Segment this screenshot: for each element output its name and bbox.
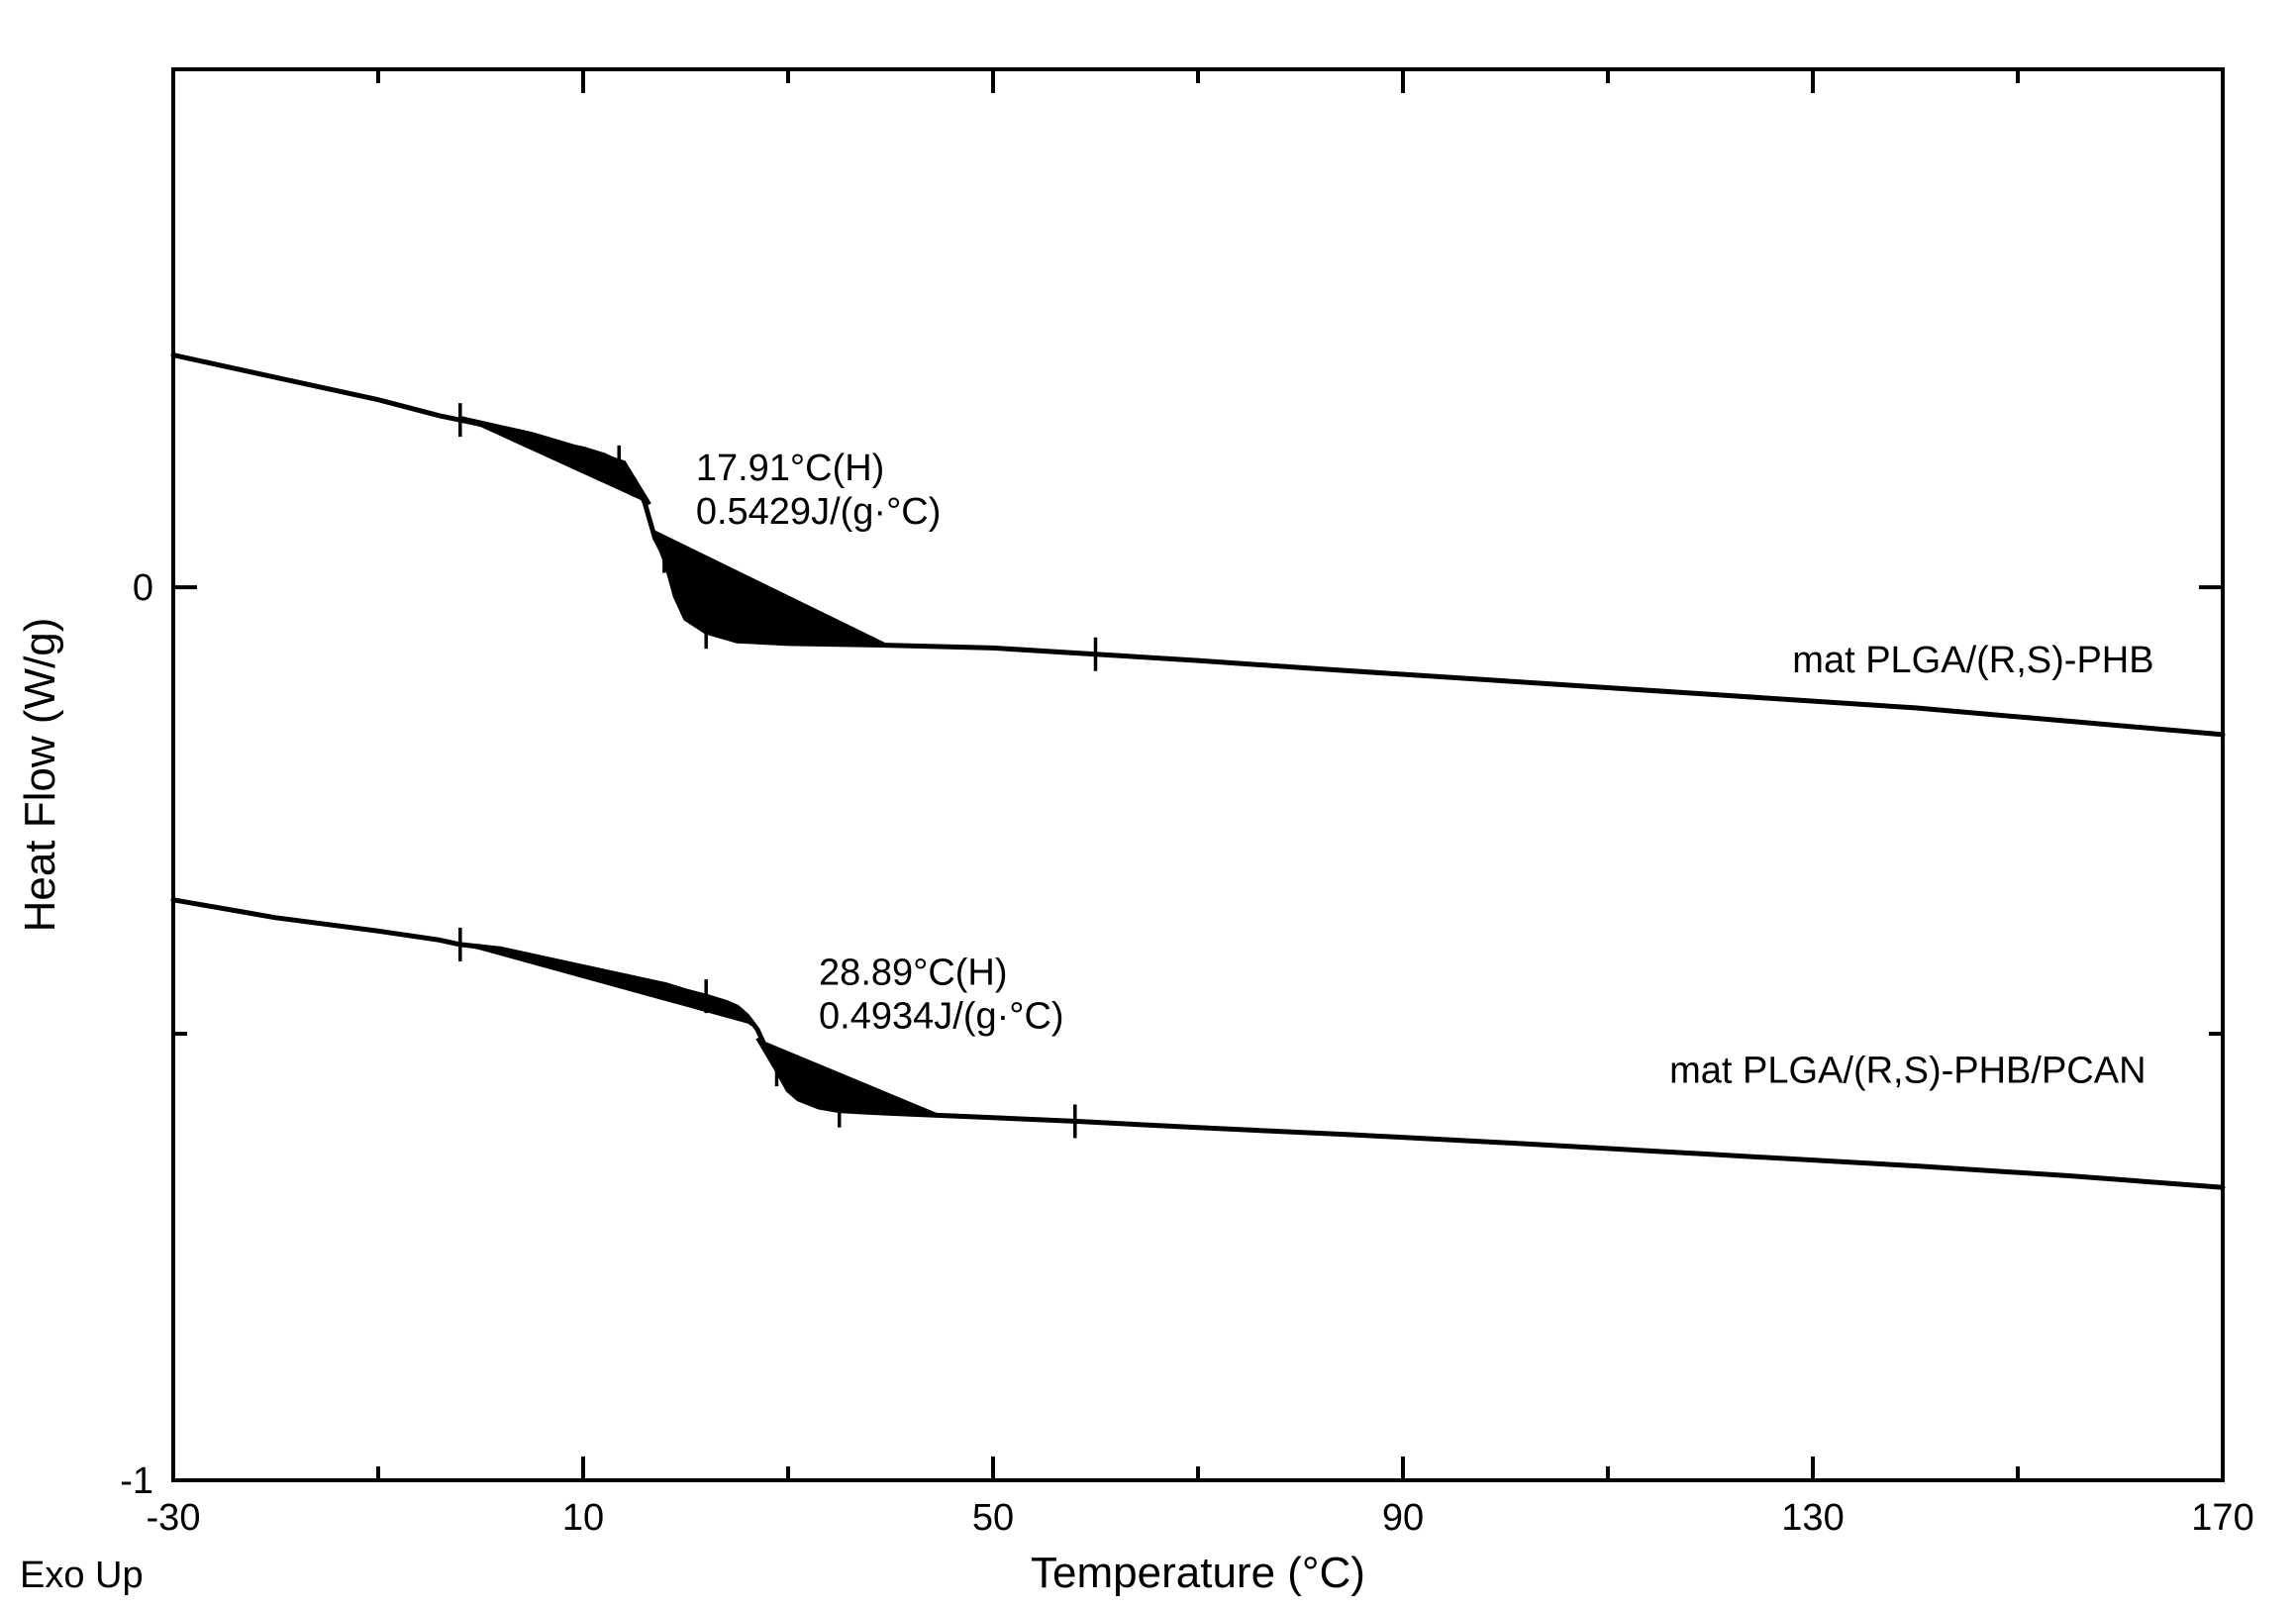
curve-label-1: mat PLGA/(R,S)-PHB	[1792, 640, 2153, 681]
x-axis-label: Temperature (°C)	[1031, 1549, 1365, 1597]
x-tick-label: 90	[1382, 1497, 1424, 1539]
x-axis-tick-labels: -30 10 50 90 130 170	[147, 1497, 2254, 1539]
tangent-top-1	[460, 418, 650, 505]
y-tick-label: 0	[133, 567, 153, 609]
annotations: 17.91°C(H)0.5429J/(g·°C) 28.89°C(H)0.4934…	[696, 448, 1064, 1038]
curve-label-2: mat PLGA/(R,S)-PHB/PCAN	[1669, 1051, 2146, 1092]
y-axis-ticks	[173, 587, 2223, 1480]
x-axis-ticks	[173, 69, 2223, 1480]
tangent-bottom-1	[652, 530, 890, 646]
dsc-curve-2	[173, 900, 2223, 1187]
tangent-top-2	[460, 945, 752, 1025]
annotation-line2-2: 0.4934J/(g·°C)	[819, 995, 1064, 1037]
y-tick-label: -1	[120, 1460, 153, 1502]
annotation-line1-1: 17.91°C(H)	[696, 448, 884, 489]
dsc-chart: -30 10 50 90 130 170 -1 0 Temperature (°C) Hea…	[0, 0, 2296, 1609]
y-axis-label: Heat Flow (W/g)	[16, 618, 64, 933]
y-axis-tick-labels: -1 0	[120, 567, 153, 1502]
x-tick-label: 130	[1781, 1497, 1844, 1539]
exo-up-label: Exo Up	[20, 1555, 144, 1596]
x-tick-label: 170	[2191, 1497, 2253, 1539]
annotation-line1-2: 28.89°C(H)	[819, 952, 1007, 993]
plot-frame	[173, 69, 2223, 1480]
x-tick-label: 50	[972, 1497, 1014, 1539]
x-tick-label: 10	[562, 1497, 604, 1539]
x-tick-label: -30	[147, 1497, 201, 1539]
tangent-bottom-2	[757, 1039, 942, 1116]
annotation-line2-1: 0.5429J/(g·°C)	[696, 491, 942, 533]
